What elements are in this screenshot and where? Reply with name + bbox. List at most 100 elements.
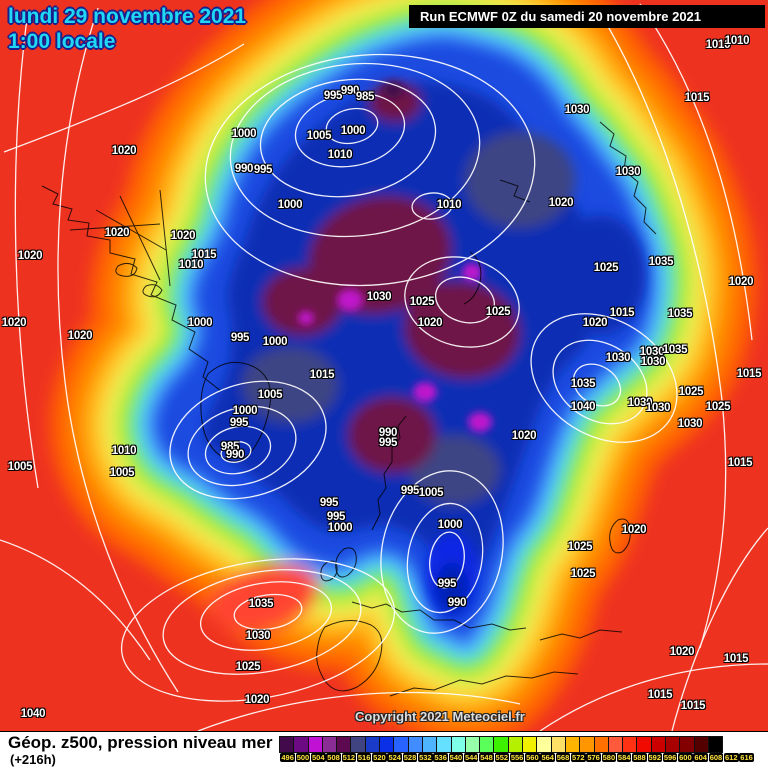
pressure-label: 995 [323, 90, 343, 102]
colorbar-value: 512 [341, 753, 357, 762]
colorbar-value: 504 [310, 753, 326, 762]
pressure-label: 1015 [680, 700, 706, 712]
pressure-label: 990 [225, 449, 245, 461]
colorbar-cell [279, 736, 295, 753]
pressure-label: 1025 [235, 661, 261, 673]
colorbar-cell [650, 736, 667, 753]
colorbar-value: 592 [647, 753, 663, 762]
colorbar-value: 496 [280, 753, 295, 762]
pressure-label: 1025 [678, 386, 704, 398]
colorbar-cell [336, 736, 352, 753]
colorbar-cell [636, 736, 652, 753]
map-area: 995 990 985 1000 1005 1000 1010 990 995 1000 1010 1… [0, 0, 768, 731]
colorbar-value: 556 [509, 753, 525, 762]
colorbar-value-labels: 496 500 504 508 512 516 520 524 528 532 536 540 544 5… [280, 753, 754, 762]
pressure-label: 1000 [262, 336, 288, 348]
pressure-label: 1000 [277, 199, 303, 211]
colorbar-cell [536, 736, 552, 753]
pressure-label: 1000 [232, 405, 258, 417]
legend-bar: Géop. z500, pression niveau mer (+216h) … [0, 731, 768, 768]
valid-time-line: 1:00 locale [8, 30, 116, 53]
pressure-label: 1035 [667, 308, 693, 320]
colorbar-cell [464, 736, 481, 753]
pressure-label: 1000 [187, 317, 213, 329]
colorbar-value: 588 [632, 753, 647, 762]
pressure-label: 1015 [684, 92, 710, 104]
colorbar-value: 536 [433, 753, 448, 762]
pressure-label: 1020 [67, 330, 93, 342]
pressure-label: 995 [378, 437, 398, 449]
pressure-label: 1015 [647, 689, 673, 701]
pressure-label: 1020 [582, 317, 608, 329]
colorbar-value: 580 [601, 753, 617, 762]
pressure-label: 1030 [640, 356, 666, 368]
pressure-label: 1005 [7, 461, 33, 473]
colorbar-value: 604 [693, 753, 708, 762]
colorbar-value: 564 [540, 753, 555, 762]
vortex-core-bands [203, 81, 645, 617]
pressure-label: 990 [447, 597, 467, 609]
colorbar-value: 508 [326, 753, 341, 762]
pressure-label: 1000 [327, 522, 353, 534]
colorbar-value: 596 [662, 753, 678, 762]
pressure-label: 1010 [111, 445, 137, 457]
colorbar-cell [364, 736, 381, 753]
pressure-label: 995 [253, 164, 273, 176]
valid-date-block: lundi 29 novembre 2021 1:00 locale [8, 4, 246, 54]
pressure-label: 1020 [669, 646, 695, 658]
pressure-label: 1015 [736, 368, 762, 380]
colorbar-cell [622, 736, 638, 753]
forecast-hour: (+216h) [10, 752, 56, 767]
pressure-label: 1040 [570, 401, 596, 413]
colorbar-cell [707, 736, 724, 753]
colorbar-cell [493, 736, 509, 753]
colorbar-cell [393, 736, 409, 753]
pressure-label: 1025 [570, 568, 596, 580]
colorbar-value: 576 [586, 753, 601, 762]
pressure-label: 995 [230, 332, 250, 344]
pressure-label: 1030 [245, 630, 271, 642]
colorbar-cell [436, 736, 452, 753]
colorbar-cell [579, 736, 595, 753]
colorbar-cell [293, 736, 309, 753]
pressure-label: 1035 [570, 378, 596, 390]
pressure-label: 990 [234, 163, 254, 175]
pressure-label: 1020 [548, 197, 574, 209]
pressure-label: 1005 [418, 487, 444, 499]
pressure-label: 995 [319, 497, 339, 509]
pressure-label: 1015 [727, 457, 753, 469]
pressure-label: 1030 [639, 346, 665, 358]
isobar-lines [0, 3, 768, 731]
pressure-label: 1030 [615, 166, 641, 178]
colorbar-value: 544 [463, 753, 479, 762]
colorbar-cell [607, 736, 624, 753]
colorbar-value: 612 [724, 753, 739, 762]
pressure-label: 1010 [327, 149, 353, 161]
pressure-label: 1020 [111, 145, 137, 157]
colorbar-cell [350, 736, 366, 753]
pressure-label: 990 [378, 427, 398, 439]
pressure-label: 1035 [662, 344, 688, 356]
colorbar-cell [522, 736, 538, 753]
pressure-label: 1020 [1, 317, 27, 329]
pressure-label: 1015 [309, 369, 335, 381]
colorbar-cell [450, 736, 466, 753]
pressure-label: 1010 [705, 39, 731, 51]
colorbar-cell [407, 736, 423, 753]
colorbar-cell [479, 736, 495, 753]
pressure-label: 1030 [677, 418, 703, 430]
colorbar-value: 600 [678, 753, 693, 762]
pressure-label: 1010 [178, 259, 204, 271]
pressure-label: 1025 [593, 262, 619, 274]
colorbar-cell [321, 736, 338, 753]
copyright-text: Copyright 2021 Meteociel.fr [355, 709, 525, 724]
geopotential-bands [158, 42, 649, 642]
pressure-label: 1020 [621, 524, 647, 536]
pressure-label: 1015 [191, 249, 217, 261]
pressure-label: 995 [437, 578, 457, 590]
run-info-text: Run ECMWF 0Z du samedi 20 novembre 2021 [420, 9, 702, 24]
legend-title: Géop. z500, pression niveau mer [8, 733, 273, 752]
colorbar-cell [693, 736, 709, 753]
colorbar-cell [564, 736, 581, 753]
